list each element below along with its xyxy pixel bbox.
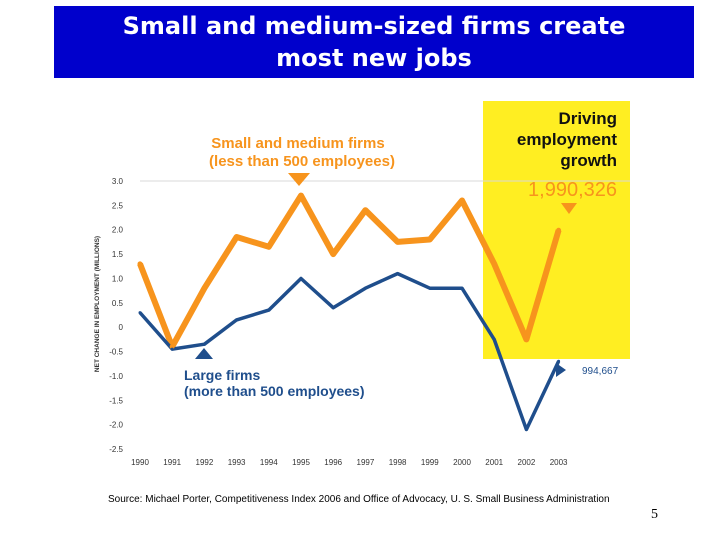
y-tick-label: 2.0 xyxy=(112,226,124,235)
x-tick-label: 2003 xyxy=(550,458,568,467)
y-tick-label: 0.5 xyxy=(112,299,124,308)
data-point-small xyxy=(427,236,433,242)
data-point-small xyxy=(298,193,304,199)
data-point-large xyxy=(428,286,432,290)
slide-title-line2: most new jobs xyxy=(276,44,472,72)
x-tick-label: 2000 xyxy=(453,458,471,467)
data-point-large xyxy=(460,286,464,290)
data-point-large xyxy=(138,311,142,315)
data-point-large xyxy=(202,342,206,346)
x-tick-label: 1996 xyxy=(324,458,342,467)
data-point-large xyxy=(299,276,303,280)
data-point-small xyxy=(169,344,175,350)
data-point-large xyxy=(363,286,367,290)
y-tick-label: -0.5 xyxy=(109,348,123,357)
y-tick-label: -2.0 xyxy=(109,421,123,430)
data-point-small xyxy=(234,234,240,240)
source-note: Source: Michael Porter, Competitiveness … xyxy=(108,494,610,505)
data-point-large xyxy=(170,347,174,351)
small-value-label: 1,990,326 xyxy=(528,179,617,201)
y-tick-label: 2.5 xyxy=(112,201,124,210)
data-point-large xyxy=(524,428,528,432)
large-firms-marker-icon xyxy=(195,348,213,359)
slide-title: Small and medium-sized firms create most… xyxy=(54,6,694,78)
large-value-marker-icon xyxy=(556,363,566,377)
slide-title-line1: Small and medium-sized firms create xyxy=(122,12,626,40)
x-tick-label: 1997 xyxy=(357,458,375,467)
x-tick-label: 2001 xyxy=(485,458,503,467)
series-line-small-firms xyxy=(137,192,562,350)
small-firms-label-line2: (less than 500 employees) xyxy=(209,153,395,170)
data-points xyxy=(137,193,562,432)
y-axis-ticks: 3.0 2.5 2.0 1.5 1.0 0.5 0 -0.5 -1.0 -1.5 -2.0 -2.5 xyxy=(109,177,123,454)
y-tick-label: 0 xyxy=(119,323,124,332)
y-tick-label: 1.5 xyxy=(112,250,124,259)
x-tick-label: 1992 xyxy=(196,458,214,467)
box-label-line2: employment xyxy=(517,130,617,149)
y-tick-label: 1.0 xyxy=(112,274,124,283)
box-label-line1: Driving xyxy=(558,109,617,128)
large-firms-label-line2: (more than 500 employees) xyxy=(184,383,365,399)
page-number: 5 xyxy=(651,507,658,522)
data-point-small xyxy=(330,251,336,257)
small-firms-marker-icon xyxy=(288,173,310,186)
data-point-small xyxy=(556,227,562,233)
data-point-small xyxy=(266,244,272,250)
large-value-label: 994,667 xyxy=(582,366,619,377)
data-point-small xyxy=(523,336,529,342)
large-firms-label-line1: Large firms xyxy=(184,367,260,383)
y-tick-label: 3.0 xyxy=(112,177,124,186)
y-axis-label: NET CHANGE IN EMPLOYMENT (MILLIONS) xyxy=(94,236,101,372)
x-tick-label: 2002 xyxy=(518,458,536,467)
x-tick-label: 1998 xyxy=(389,458,407,467)
y-tick-label: -1.5 xyxy=(109,396,123,405)
x-tick-label: 1991 xyxy=(163,458,181,467)
data-point-large xyxy=(267,308,271,312)
x-tick-label: 1995 xyxy=(292,458,310,467)
y-tick-label: -1.0 xyxy=(109,372,123,381)
small-firms-label-line1: Small and medium firms xyxy=(211,135,384,152)
data-point-large xyxy=(331,306,335,310)
data-point-large xyxy=(396,272,400,276)
data-point-small xyxy=(362,207,368,213)
x-tick-label: 1990 xyxy=(131,458,149,467)
data-point-small xyxy=(395,239,401,245)
x-tick-label: 1994 xyxy=(260,458,278,467)
data-point-small xyxy=(137,261,143,267)
x-tick-label: 1993 xyxy=(228,458,246,467)
box-label-line3: growth xyxy=(560,151,617,170)
data-point-small xyxy=(491,261,497,267)
x-axis-ticks: 1990 1991 1992 1993 1994 1995 1996 1997 1998 1999… xyxy=(131,458,568,467)
data-point-large xyxy=(557,359,561,363)
data-point-small xyxy=(201,285,207,291)
data-point-large xyxy=(492,337,496,341)
small-value-marker-icon xyxy=(561,203,577,214)
y-tick-label: -2.5 xyxy=(109,445,123,454)
x-tick-label: 1999 xyxy=(421,458,439,467)
series-line-large-firms xyxy=(138,271,561,432)
data-point-small xyxy=(459,197,465,203)
data-point-large xyxy=(235,318,239,322)
